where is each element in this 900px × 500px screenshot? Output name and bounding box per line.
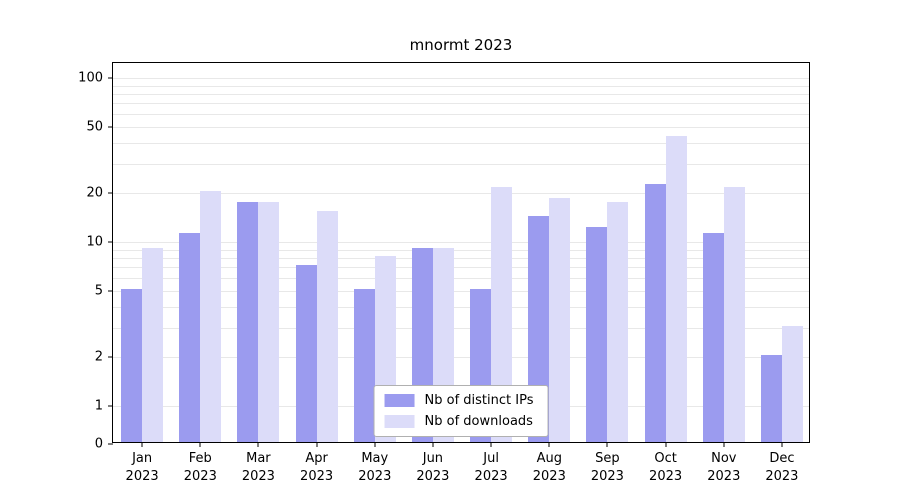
x-tick-mark (199, 442, 201, 447)
x-tick-mark (141, 442, 143, 447)
legend-entry: Nb of distinct IPs (384, 393, 534, 408)
x-tick-label: Jul 2023 (474, 451, 508, 484)
y-tick-label: 50 (86, 119, 103, 135)
chart-title: mnormt 2023 (409, 36, 513, 54)
y-tick-mark (108, 77, 113, 79)
bar-nb-of-distinct-ips-jan (121, 289, 143, 442)
bar-nb-of-distinct-ips-mar (237, 202, 259, 442)
y-tick-mark (108, 405, 113, 407)
gridline (113, 257, 809, 259)
bar-nb-of-distinct-ips-apr (295, 265, 317, 442)
legend-swatch (384, 415, 415, 428)
x-tick-mark (606, 442, 608, 447)
bar-nb-of-distinct-ips-feb (179, 233, 201, 442)
x-tick-label: Sep 2023 (590, 451, 624, 484)
x-tick-mark (723, 442, 725, 447)
legend-entry: Nb of downloads (384, 414, 534, 429)
gridline (113, 267, 809, 269)
y-tick-mark (108, 192, 113, 194)
y-tick-mark (108, 126, 113, 128)
y-tick-mark (108, 443, 113, 445)
bar-nb-of-distinct-ips-sep (586, 227, 608, 442)
legend-label: Nb of downloads (424, 414, 533, 429)
x-tick-label: Jan 2023 (125, 451, 159, 484)
gridline (113, 78, 809, 79)
gridline (113, 249, 809, 251)
gridline (113, 327, 809, 329)
x-tick-mark (781, 442, 783, 447)
y-tick-mark (108, 356, 113, 358)
bar-nb-of-downloads-feb (200, 190, 222, 442)
y-tick-mark (108, 241, 113, 243)
gridline (113, 143, 809, 145)
x-tick-mark (257, 442, 259, 447)
x-tick-label: Oct 2023 (649, 451, 683, 484)
gridline (113, 85, 809, 87)
legend-swatch (384, 394, 415, 407)
x-tick-label: Jun 2023 (416, 451, 450, 484)
y-tick-mark (108, 290, 113, 292)
bar-nb-of-downloads-oct (665, 136, 687, 442)
bar-nb-of-distinct-ips-oct (644, 183, 666, 442)
x-tick-mark (432, 442, 434, 447)
x-tick-mark (490, 442, 492, 447)
bar-nb-of-distinct-ips-may (353, 289, 375, 442)
bar-nb-of-distinct-ips-dec (760, 354, 782, 442)
bar-nb-of-downloads-mar (258, 202, 280, 442)
y-tick-label: 20 (86, 185, 103, 201)
x-tick-label: Dec 2023 (765, 451, 799, 484)
x-tick-mark (316, 442, 318, 447)
x-tick-label: Apr 2023 (300, 451, 334, 484)
x-tick-label: Mar 2023 (241, 451, 275, 484)
bar-nb-of-downloads-jul (491, 187, 513, 442)
bar-nb-of-downloads-jan (142, 247, 164, 442)
gridline (113, 291, 809, 293)
y-tick-label: 10 (86, 234, 103, 250)
x-tick-label: Nov 2023 (707, 451, 741, 484)
bar-nb-of-downloads-sep (607, 202, 629, 442)
x-tick-label: Aug 2023 (532, 451, 566, 484)
x-tick-mark (374, 442, 376, 447)
y-tick-label: 1 (94, 398, 103, 414)
gridline (113, 242, 809, 243)
bar-nb-of-downloads-apr (316, 211, 338, 442)
gridline (113, 163, 809, 165)
plot-area: Nb of distinct IPs Nb of downloads 0 1 2 5 10… (78, 62, 810, 484)
y-tick-label: 0 (94, 436, 103, 452)
legend: Nb of distinct IPs Nb of downloads (373, 385, 549, 437)
gridline (113, 307, 809, 309)
y-tick-label: 5 (94, 283, 103, 299)
x-tick-mark (548, 442, 550, 447)
legend-label: Nb of distinct IPs (424, 393, 534, 408)
bar-nb-of-downloads-aug (549, 198, 571, 442)
x-tick-label: Feb 2023 (183, 451, 217, 484)
gridline (113, 127, 809, 129)
bar-nb-of-downloads-dec (781, 325, 803, 442)
gridline (113, 103, 809, 105)
y-tick-label: 2 (94, 349, 103, 365)
gridline (113, 278, 809, 280)
gridline (113, 93, 809, 95)
gridline (113, 114, 809, 116)
bar-nb-of-distinct-ips-nov (702, 233, 724, 442)
x-tick-label: May 2023 (358, 451, 392, 484)
x-tick-mark (665, 442, 667, 447)
gridline (113, 356, 809, 358)
y-tick-label: 100 (78, 70, 103, 86)
bar-nb-of-downloads-nov (723, 187, 745, 442)
gridline (113, 192, 809, 194)
